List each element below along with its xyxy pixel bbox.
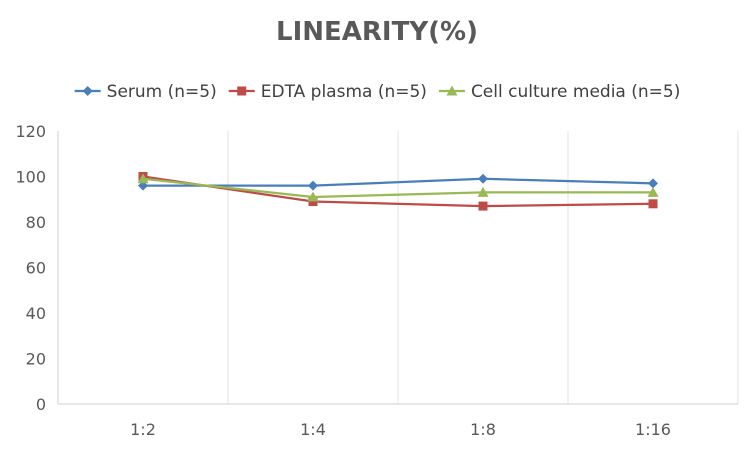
series-line	[142, 175, 654, 208]
data-point	[308, 180, 318, 191]
y-tick-label: 80	[26, 213, 46, 232]
series-group	[137, 172, 659, 211]
legend-marker	[82, 86, 93, 96]
series-3	[137, 173, 659, 202]
legend-label: EDTA plasma (n=5)	[261, 82, 427, 102]
y-tick-label: 120	[15, 122, 46, 141]
axes: 0 20 40 60 80 100 120 1:2 1:4 1:8 1:16	[15, 122, 738, 439]
legend-marker	[446, 85, 458, 96]
legend-item: Cell culture media (n=5)	[438, 82, 680, 102]
data-point	[647, 186, 659, 197]
data-point	[307, 191, 319, 202]
series-line	[142, 177, 653, 199]
legend-marker	[237, 86, 247, 96]
y-tick-label: 0	[36, 395, 46, 414]
data-point	[648, 178, 658, 189]
x-tick-label: 1:16	[635, 420, 671, 439]
data-point	[308, 197, 318, 207]
x-tick-label: 1:4	[300, 420, 326, 439]
data-point	[137, 173, 149, 184]
legend-item: EDTA plasma (n=5)	[228, 82, 427, 102]
data-point	[477, 186, 489, 197]
x-tick-label: 1:8	[470, 420, 496, 439]
y-tick-label: 60	[26, 259, 46, 278]
y-tick-label: 20	[26, 350, 46, 369]
data-point	[478, 173, 488, 184]
series-1	[138, 173, 658, 191]
legend: Serum (n=5) EDTA plasma (n=5) Cell culture…	[74, 82, 680, 102]
data-point	[648, 199, 658, 209]
legend-item: Serum (n=5)	[74, 82, 217, 102]
series-line	[143, 177, 654, 187]
data-point	[478, 201, 488, 211]
grid-lines	[227, 131, 739, 404]
y-tick-label: 40	[26, 304, 46, 323]
legend-label: Cell culture media (n=5)	[471, 82, 680, 102]
chart-title: LINEARITY(%)	[276, 17, 478, 47]
x-tick-label: 1:2	[130, 420, 156, 439]
y-tick-label: 100	[15, 168, 46, 187]
legend-label: Serum (n=5)	[107, 82, 217, 102]
